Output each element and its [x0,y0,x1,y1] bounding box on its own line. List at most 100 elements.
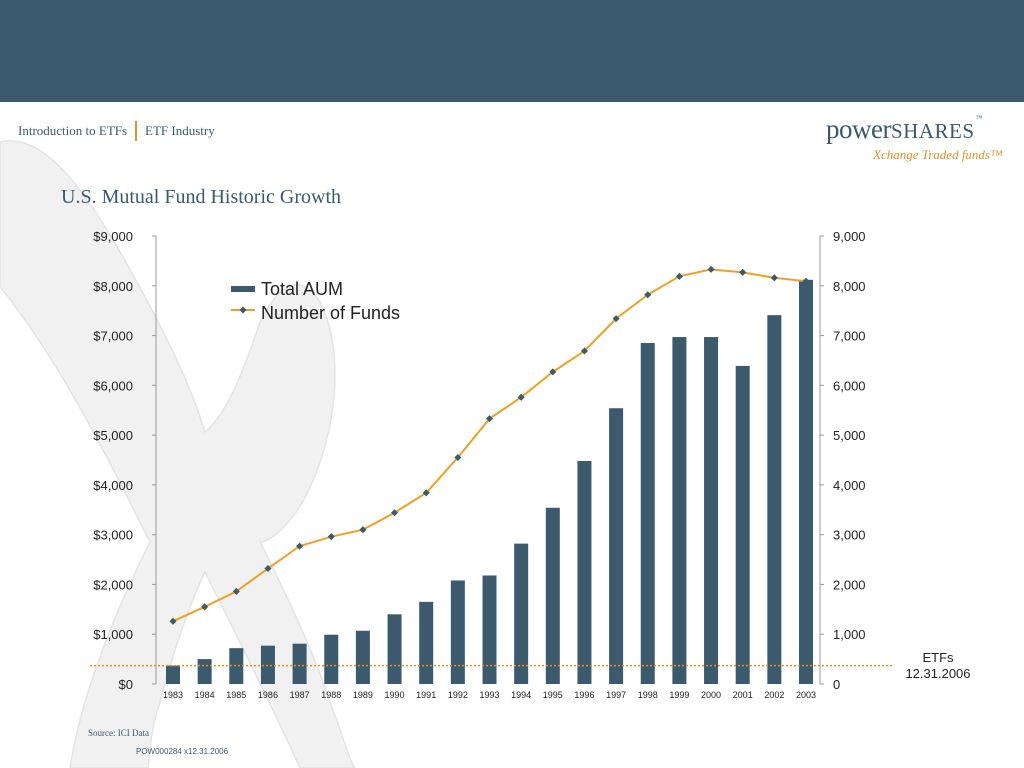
aum-bar [704,337,719,684]
x-axis-tick-label: 1992 [448,690,468,700]
left-axis-tick-label: $0 [119,677,133,692]
logo-trademark: ™ [975,114,983,122]
x-axis-tick-label: 1998 [638,690,658,700]
right-axis-tick-label: 5,000 [833,428,866,443]
left-axis-tick-label: $4,000 [93,478,133,493]
funds-point [517,393,525,401]
right-axis-tick-label: 2,000 [833,577,866,592]
left-axis-tick-label: $2,000 [93,577,133,592]
x-axis-tick-label: 1985 [226,690,246,700]
aum-bar [799,279,813,684]
legend-label-funds: Number of Funds [261,303,400,323]
right-axis-tick-label: 8,000 [833,279,866,294]
chart-title: U.S. Mutual Fund Historic Growth [61,186,341,208]
funds-point [232,587,240,595]
x-axis-tick-label: 1987 [290,690,310,700]
x-axis-tick-label: 1983 [163,690,183,700]
left-axis-tick-label: $1,000 [93,627,133,642]
logo-word-power: power [826,114,891,144]
aum-bar [514,543,529,684]
funds-point [201,603,209,611]
x-axis-tick-label: 1986 [258,690,278,700]
legend-label-aum: Total AUM [261,279,343,299]
x-axis-tick-label: 1995 [543,690,563,700]
x-axis-tick-label: 1989 [353,690,373,700]
source-note: Source: ICI Data [88,728,149,738]
funds-point [454,453,462,462]
aum-bar [229,648,244,684]
x-axis-tick-label: 1997 [606,690,626,700]
aum-bar [324,634,339,684]
left-axis-tick-label: $5,000 [93,428,133,443]
aum-bar [450,580,465,684]
right-axis-tick-label: 6,000 [833,378,866,393]
x-axis-tick-label: 1991 [416,690,436,700]
x-axis-tick-label: 2001 [733,690,753,700]
logo-tagline: Xchange Traded funds™ [873,147,1003,162]
breadcrumb-divider [135,121,138,141]
left-axis-tick-label: $9,000 [93,229,133,244]
aum-bar [419,601,434,684]
funds-point [169,617,177,625]
funds-point [549,368,557,376]
aum-bar [197,659,212,684]
breadcrumb-page[interactable]: ETF Industry [145,123,215,138]
breadcrumb-section[interactable]: Introduction to ETFs [18,123,128,138]
right-axis-tick-label: 9,000 [833,229,866,244]
right-axis-tick-label: 3,000 [833,528,866,543]
right-axis-tick-label: 7,000 [833,329,866,344]
logo-wordmark: powerSHARES™ [826,114,982,145]
powershares-logo: powerSHARES™ Xchange Traded funds™ [826,114,1003,170]
funds-point [327,533,335,541]
x-axis-tick-label: 2000 [701,690,721,700]
legend-swatch-aum [231,286,255,292]
funds-point [707,265,715,273]
funds-point [422,489,430,497]
left-axis-tick-label: $3,000 [93,528,133,543]
funds-point [739,268,747,276]
x-axis-tick-label: 2002 [764,690,784,700]
funds-point [296,542,304,550]
x-axis-tick-label: 1994 [511,690,531,700]
etf-label: ETFs [922,650,954,665]
funds-point [485,415,494,423]
funds-point [802,277,810,285]
left-axis-tick-label: $8,000 [93,279,133,294]
footer-code: POW000284 x12.31.2006 [136,747,229,756]
x-axis-tick-label: 1993 [479,690,499,700]
funds-point [359,526,367,534]
aum-bar [767,315,782,684]
aum-bar [577,460,592,684]
aum-bar [355,630,370,684]
aum-bar [609,408,624,684]
header-band [0,0,1024,102]
funds-point [580,347,588,355]
funds-point [612,315,620,323]
funds-point [770,274,778,282]
x-axis-tick-label: 1988 [321,690,341,700]
x-axis-tick-label: 1999 [669,690,689,700]
aum-bar [482,575,497,684]
right-axis-tick-label: 1,000 [833,627,866,642]
left-axis-tick-label: $6,000 [93,378,133,393]
right-axis-tick-label: 0 [833,677,840,692]
aum-bar [735,365,750,684]
right-axis-tick-label: 4,000 [833,478,866,493]
funds-point [391,509,399,517]
logo-word-shares: SHARES [890,119,975,143]
x-axis-tick-label: 2003 [796,690,816,700]
aum-bar [672,337,687,684]
funds-point [264,564,272,573]
aum-bar [387,614,402,684]
x-axis-tick-label: 1996 [574,690,594,700]
aum-bar [640,343,655,684]
etf-date-label: 12.31.2006 [905,666,970,681]
breadcrumb: Introduction to ETFs ETF Industry [18,121,215,141]
legend-marker-funds [239,306,247,314]
funds-point [675,272,683,280]
x-axis-tick-label: 1984 [195,690,215,700]
x-axis-tick-label: 1990 [385,690,405,700]
left-axis-tick-label: $7,000 [93,329,133,344]
funds-point [644,291,652,299]
